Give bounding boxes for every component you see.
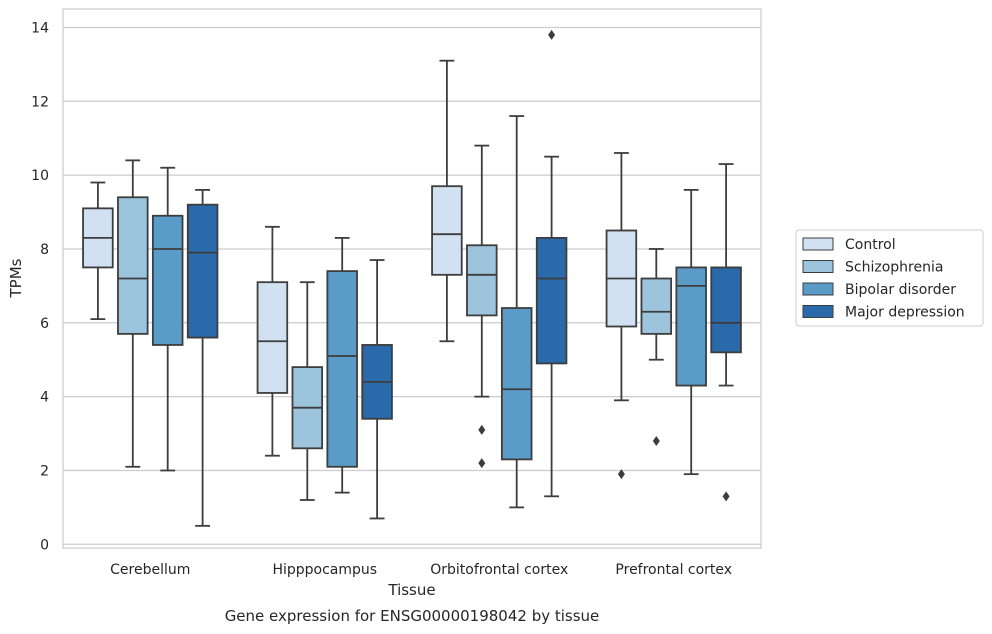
box-iqr: [326, 270, 358, 468]
box-iqr: [431, 185, 463, 276]
box-major-depression: [186, 188, 219, 527]
box-iqr: [640, 277, 673, 335]
box-iqr: [710, 266, 742, 354]
box-iqr: [500, 307, 533, 461]
box-bipolar-disorder: [675, 188, 707, 476]
box-schizophrenia: [117, 159, 149, 468]
legend-swatch: [802, 305, 834, 318]
box-iqr: [675, 266, 707, 387]
y-tick-label: 2: [40, 463, 49, 479]
y-tick-label: 10: [31, 168, 49, 184]
y-tick-label: 12: [31, 94, 49, 110]
legend-label: Control: [845, 237, 896, 253]
box-iqr: [151, 214, 184, 346]
legend-label: Bipolar disorder: [845, 282, 956, 298]
box-major-depression: [361, 259, 393, 520]
x-tick-label: Hipppocampus: [272, 562, 377, 578]
outlier-point: [478, 458, 486, 469]
y-axis-title: TPMs: [7, 258, 25, 298]
box-major-depression: [710, 163, 742, 502]
y-tick-label: 14: [31, 20, 49, 36]
chart-caption: Gene expression for ENSG00000198042 by t…: [225, 607, 600, 625]
legend: Control Schizophrenia Bipolar disorder Majo…: [795, 229, 984, 327]
box-control: [605, 152, 638, 480]
box-iqr: [535, 236, 568, 365]
box-control: [256, 225, 289, 457]
x-tick-label: Prefrontal cortex: [615, 562, 732, 578]
y-tick-label: 0: [40, 537, 49, 553]
box-bipolar-disorder: [326, 236, 358, 494]
legend-frame: [795, 229, 984, 327]
box-schizophrenia: [291, 281, 324, 501]
legend-label: Major depression: [845, 305, 965, 321]
box-iqr: [256, 281, 289, 394]
box-iqr: [186, 203, 219, 339]
legend-swatch: [802, 237, 834, 251]
y-tick-labels: 0 2 4 6 8 10 12 14: [31, 20, 49, 553]
legend-swatch: [802, 260, 834, 273]
box-schizophrenia: [466, 144, 498, 469]
box-bipolar-disorder: [151, 166, 184, 472]
x-axis-title: Tissue: [387, 581, 435, 599]
box-iqr: [117, 196, 149, 335]
x-tick-labels: Cerebellum Hipppocampus Orbitofrontal cort…: [110, 562, 732, 578]
box-major-depression: [535, 29, 568, 498]
outlier-point: [548, 29, 556, 40]
boxes: [82, 29, 742, 527]
x-tick-label: Cerebellum: [110, 562, 190, 578]
box-control: [82, 181, 114, 321]
outlier-point: [652, 435, 660, 446]
box-schizophrenia: [640, 248, 673, 446]
outlier-point: [617, 469, 625, 480]
plot-frame: [62, 8, 762, 549]
y-tick-label: 8: [40, 242, 49, 258]
y-tick-label: 4: [40, 390, 49, 406]
box-iqr: [466, 244, 498, 317]
legend-swatch: [802, 282, 834, 296]
box-bipolar-disorder: [500, 115, 533, 509]
outlier-point: [722, 491, 730, 502]
legend-label: Schizophrenia: [845, 260, 943, 276]
outlier-point: [478, 424, 486, 435]
x-tick-label: Orbitofrontal cortex: [430, 562, 568, 578]
y-tick-label: 6: [40, 316, 49, 332]
box-control: [431, 59, 463, 343]
